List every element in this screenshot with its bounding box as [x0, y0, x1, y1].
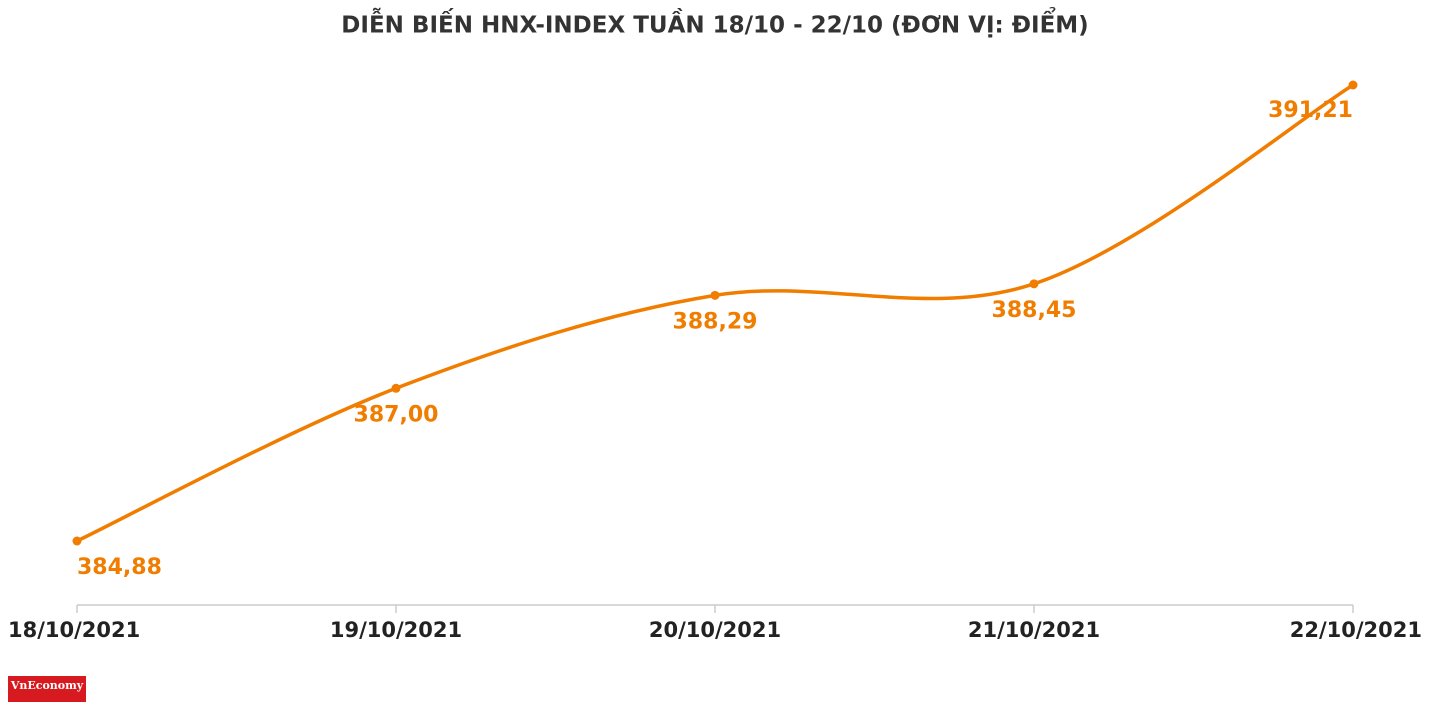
- logo-box: [8, 676, 86, 702]
- value-label: 388,29: [673, 309, 758, 334]
- value-label: 387,00: [354, 402, 439, 427]
- chart-title: DIỄN BIẾN HNX-INDEX TUẦN 18/10 - 22/10 (…: [341, 8, 1088, 39]
- x-tick-label: 18/10/2021: [8, 618, 140, 642]
- value-label: 388,45: [992, 298, 1077, 323]
- point: [391, 383, 401, 393]
- point: [1348, 80, 1358, 90]
- value-label: 384,88: [77, 555, 162, 580]
- x-tick-label: 20/10/2021: [649, 618, 781, 642]
- point: [72, 536, 82, 546]
- x-tick-label: 21/10/2021: [968, 618, 1100, 642]
- value-label: 391,21: [1268, 98, 1353, 123]
- point: [1029, 279, 1039, 289]
- x-tick-label: 22/10/2021: [1290, 618, 1422, 642]
- point: [710, 290, 720, 300]
- x-tick-label: 19/10/2021: [330, 618, 462, 642]
- logo: VnEconomy: [10, 679, 84, 692]
